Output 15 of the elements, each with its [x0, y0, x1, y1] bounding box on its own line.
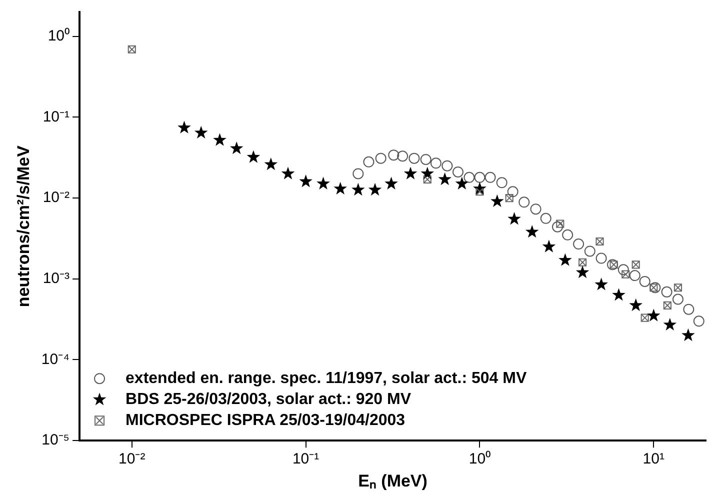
x-tick-label: 10⁻¹ — [292, 450, 320, 468]
y-tick-label: 10⁻³ — [42, 270, 70, 288]
y-tick-label: 10⁰ — [48, 27, 70, 44]
y-axis-title: neutrons/cm²/s/MeV — [14, 144, 33, 308]
y-tick-label: 10⁻² — [42, 189, 70, 206]
legend-label: BDS 25-26/03/2003, solar act.: 920 MV — [126, 391, 412, 408]
x-tick-label: 10⁰ — [468, 450, 491, 468]
x-axis-title: Eₙ (MeV) — [358, 471, 428, 490]
legend-label: extended en. range. spec. 11/1997, solar act.: 504 MV — [126, 370, 527, 388]
y-tick-label: 10⁻⁴ — [41, 350, 70, 368]
x-tick-label: 10¹ — [642, 450, 664, 468]
legend-label: MICROSPEC ISPRA 25/03-19/04/2003 — [126, 412, 406, 430]
y-tick-label: 10⁻⁵ — [42, 432, 70, 449]
x-tick-label: 10⁻² — [118, 450, 146, 468]
y-tick-label: 10⁻¹ — [42, 108, 70, 126]
